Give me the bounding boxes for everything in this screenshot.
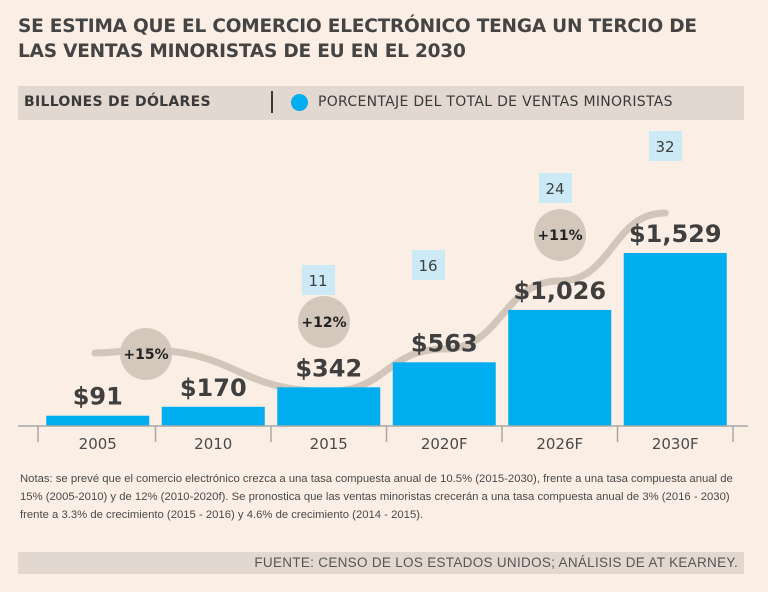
bar-2005 [46,415,150,426]
legend: BILLONES DE DÓLARES PORCENTAJE DEL TOTAL… [18,86,744,120]
bar-value-label: $342 [295,354,362,382]
bar-2010 [161,406,265,426]
share-value-label: 24 [545,180,564,198]
bar-2026F [508,309,612,426]
x-tick-label: 2010 [194,435,232,453]
growth-rate-circle [534,209,586,261]
chart-notes: Notas: se prevé que el comercio electrón… [20,473,733,521]
legend-units-label: BILLONES DE DÓLARES [24,94,211,110]
chart-plot: $91 $170 $342 $563 $1,026 $1,529 2005 2010 2015 2… [18,131,748,453]
chart-title: SE ESTIMA QUE EL COMERCIO ELECTRÓNICO TE… [18,14,758,64]
legend-series-label: PORCENTAJE DEL TOTAL DE VENTAS MINORISTA… [318,94,673,110]
chart-title-line-2: LAS VENTAS MINORISTAS DE EU EN EL 2030 [18,41,466,62]
bar-value-label: $91 [73,383,123,411]
legend-series-dot-icon [291,94,308,111]
bar-2020F [392,362,496,426]
growth-rate-label: +11% [537,228,582,244]
legend-separator [271,91,273,113]
bar-value-label: $1,529 [629,220,722,248]
growth-rate-circle [120,328,172,380]
share-value-box [302,265,335,295]
source-credit: FUENTE: CENSO DE LOS ESTADOS UNIDOS; ANÁ… [254,555,738,570]
source-bar: FUENTE: CENSO DE LOS ESTADOS UNIDOS; ANÁ… [18,552,744,574]
share-value-box [539,173,572,203]
share-value-box [412,250,445,280]
growth-rate-label: +15% [123,347,168,363]
x-tick-label: 2030F [652,435,699,453]
bar-value-label: $1,026 [513,277,606,305]
share-value-box [649,131,682,161]
x-tick-label: 2005 [79,435,117,453]
share-value-label: 11 [308,272,327,290]
chart-title-line-1: SE ESTIMA QUE EL COMERCIO ELECTRÓNICO TE… [18,16,697,37]
bar-value-label: $170 [180,374,247,402]
share-value-label: 16 [418,257,437,275]
growth-rate-label: +12% [301,315,346,331]
bar-2015 [277,387,381,426]
bar-2030F [623,253,727,426]
bar-value-label: $563 [411,329,478,357]
growth-rate-circle [298,296,350,348]
x-tick-label: 2026F [536,435,583,453]
x-tick-label: 2015 [310,435,348,453]
x-tick-label: 2020F [421,435,468,453]
share-value-label: 32 [655,138,674,156]
